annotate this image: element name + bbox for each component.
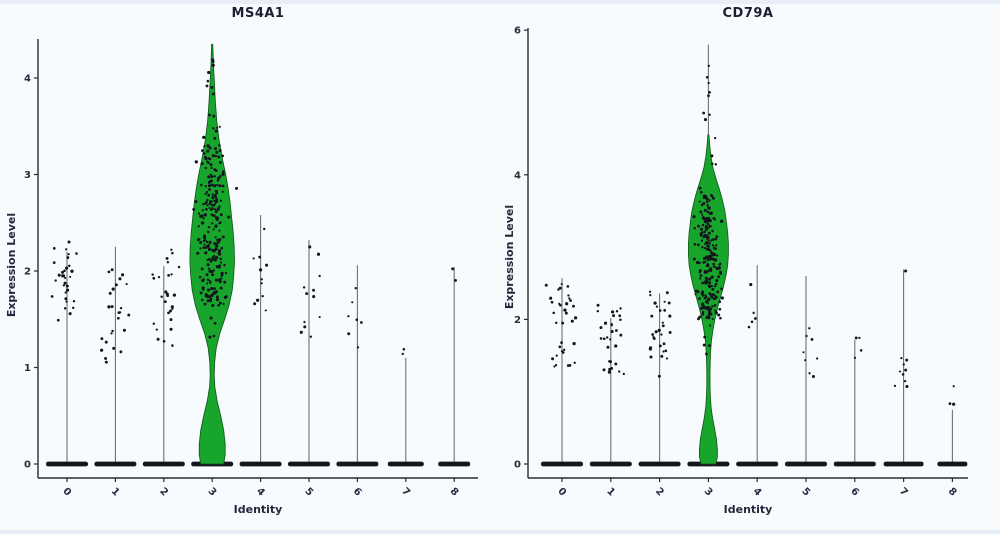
bottom-border-strip [0, 530, 1000, 534]
svg-text:0: 0 [24, 460, 31, 471]
svg-text:6: 6 [514, 26, 521, 37]
zero-expression-bars [541, 461, 968, 467]
svg-text:4: 4 [514, 170, 521, 181]
svg-text:5: 5 [799, 486, 812, 499]
jitter-points [50, 58, 457, 364]
svg-text:2: 2 [157, 486, 170, 499]
x-axis-title-left: Identity [233, 503, 283, 516]
svg-text:6: 6 [848, 486, 861, 499]
category-stems [561, 44, 953, 464]
panel-cd79a: 0 2 4 6 0 1 2 3 4 5 6 7 8 [514, 26, 968, 499]
svg-text:4: 4 [24, 74, 31, 85]
y-axis-ticks: 0 1 2 3 4 [24, 74, 38, 471]
panel-ms4a1: 0 1 2 3 4 0 1 2 3 4 5 6 7 8 [24, 39, 478, 499]
svg-text:4: 4 [751, 486, 764, 499]
svg-text:0: 0 [514, 460, 521, 471]
svg-text:8: 8 [448, 486, 461, 499]
svg-text:6: 6 [351, 486, 364, 499]
x-axis-ticks: 0 1 2 3 4 5 6 7 8 [555, 478, 959, 499]
svg-text:2: 2 [653, 486, 666, 499]
x-axis-ticks: 0 1 2 3 4 5 6 7 8 [60, 478, 460, 499]
jitter-points [544, 64, 956, 406]
x-axis-title-right: Identity [723, 503, 773, 516]
svg-text:2: 2 [24, 267, 31, 278]
y-axis-title-right: Expression Level [503, 204, 516, 310]
svg-text:7: 7 [399, 486, 412, 499]
panel-title-ms4a1: MS4A1 [231, 6, 285, 21]
violin-body [189, 43, 235, 465]
top-border-strip [0, 0, 1000, 4]
svg-text:7: 7 [897, 486, 910, 499]
svg-text:0: 0 [555, 486, 568, 499]
svg-text:5: 5 [302, 486, 315, 499]
svg-text:3: 3 [206, 486, 219, 499]
svg-text:1: 1 [24, 363, 31, 374]
svg-text:3: 3 [702, 486, 715, 499]
zero-expression-bars [46, 461, 471, 467]
y-axis-title-left: Expression Level [5, 212, 18, 318]
panel-title-cd79a: CD79A [722, 6, 774, 21]
svg-text:4: 4 [254, 486, 267, 499]
category-stems [66, 44, 455, 464]
svg-text:0: 0 [60, 486, 73, 499]
svg-text:8: 8 [946, 486, 959, 499]
axes [37, 39, 478, 479]
y-axis-ticks: 0 2 4 6 [514, 26, 528, 471]
svg-text:1: 1 [604, 486, 617, 499]
axes [527, 28, 968, 479]
svg-text:2: 2 [514, 315, 521, 326]
svg-text:3: 3 [24, 170, 31, 181]
svg-text:1: 1 [109, 486, 122, 499]
